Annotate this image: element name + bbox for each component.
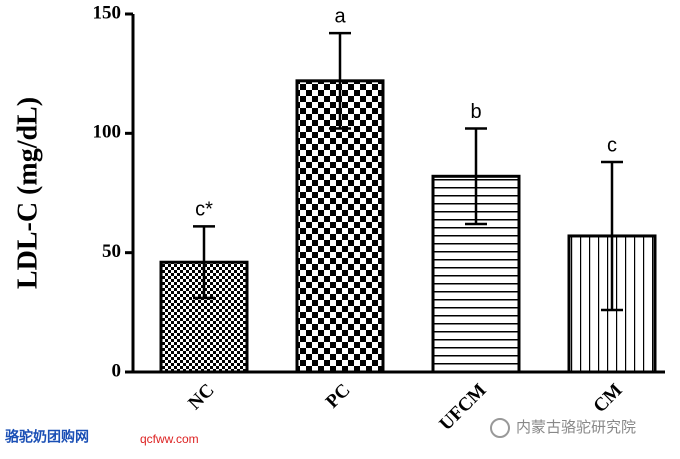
y-tick-label: 100: [93, 122, 122, 143]
significance-label: c*: [195, 199, 213, 221]
x-tick-label: NC: [184, 380, 218, 414]
error-bar: [193, 225, 215, 300]
y-tick-label: 0: [112, 360, 122, 381]
significance-label: c: [607, 134, 617, 156]
watermark-url: qcfww.com: [140, 432, 199, 446]
x-tick-label: CM: [589, 380, 626, 417]
x-tick-label: UFCM: [435, 380, 490, 435]
watermark-site: 骆驼奶团购网: [5, 429, 89, 445]
watermark-account: 内蒙古骆驼研究院: [516, 418, 636, 436]
significance-label: b: [470, 101, 481, 123]
x-tick-label: PC: [322, 380, 355, 413]
y-axis-label: LDL-C (mg/dL): [12, 97, 43, 289]
watermark-icon: [490, 418, 510, 438]
y-tick-label: 150: [93, 2, 122, 23]
error-bar: [601, 160, 623, 312]
significance-label: a: [334, 5, 346, 27]
y-tick-label: 50: [102, 241, 121, 262]
error-bar: [465, 127, 487, 226]
error-bar: [329, 31, 351, 130]
